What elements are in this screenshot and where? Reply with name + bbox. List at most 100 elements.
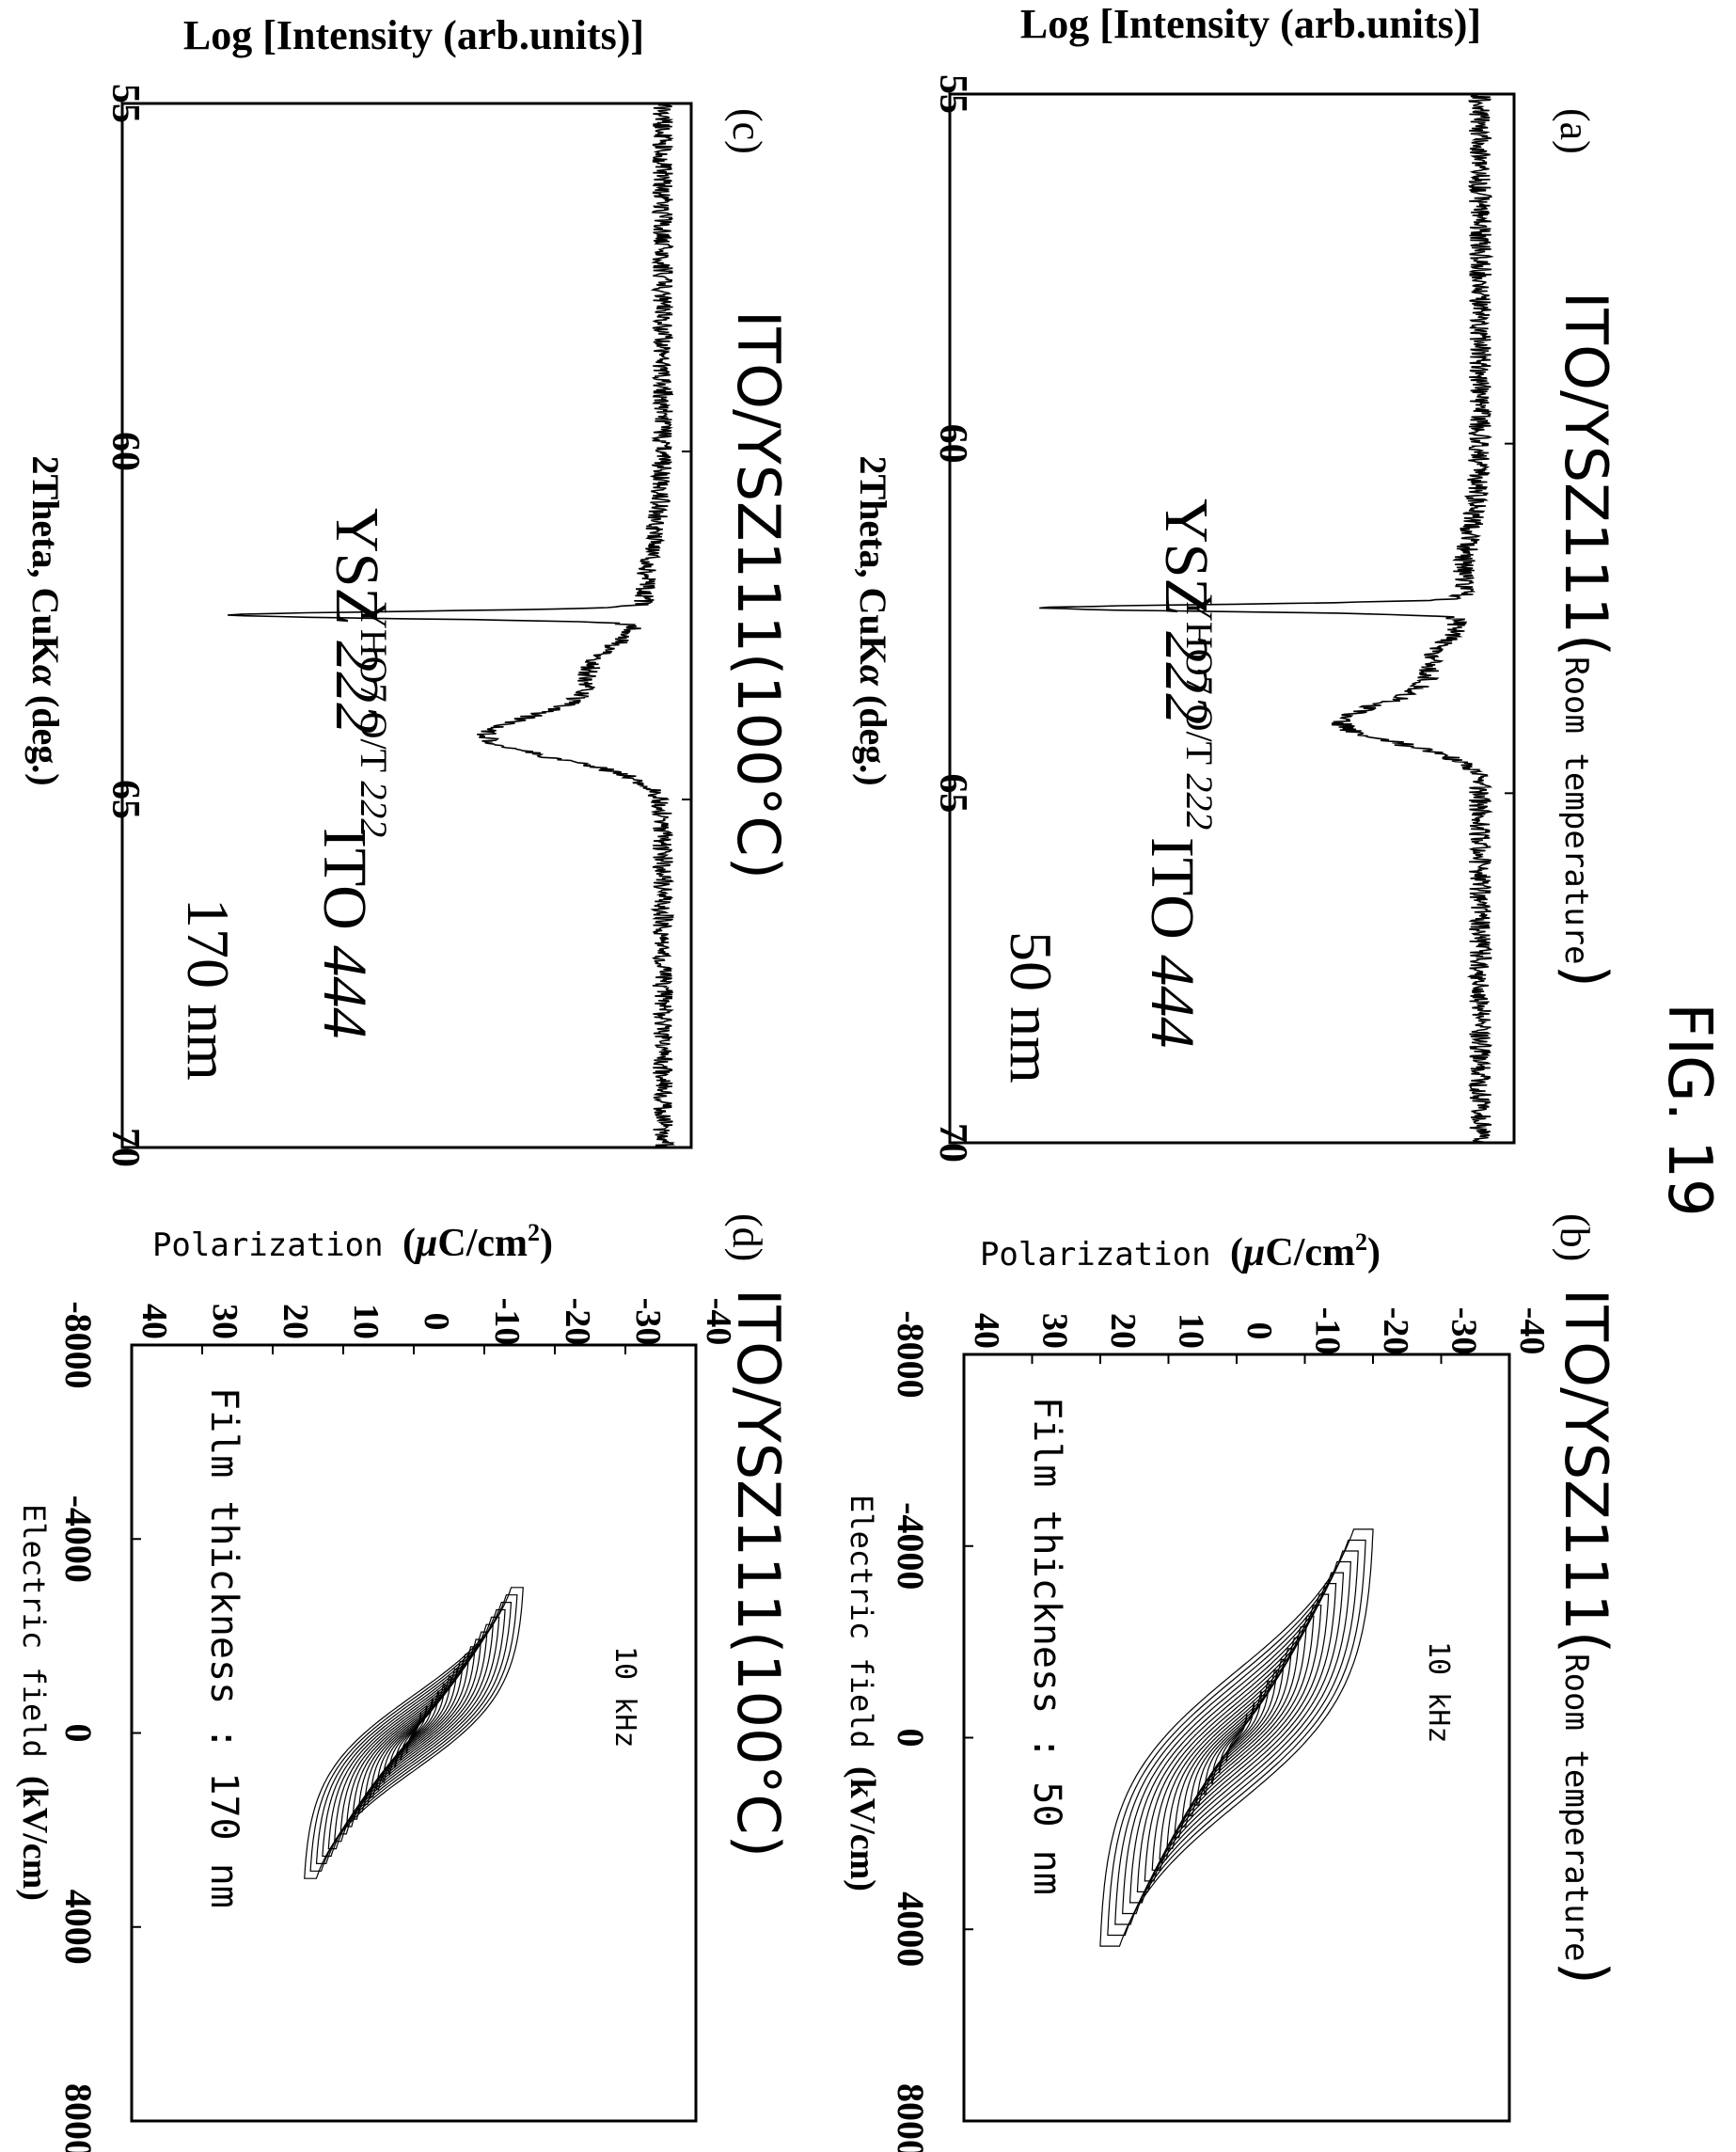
y-tick-label: 20 [1103, 1313, 1143, 1349]
x-tick-label: 8000 [890, 2083, 932, 2152]
panel-b: (b) ITO/YSZ111(Room temperature) Polariz… [843, 1213, 1620, 2152]
panel-a-ito-annotation: ITO 444 [1138, 837, 1207, 1048]
y-tick-label: 0 [1239, 1322, 1279, 1340]
x-tick-label: -8000 [57, 1301, 100, 1388]
y-tick-label: 0 [417, 1313, 456, 1331]
y-tick-label: -40 [699, 1298, 738, 1346]
hysteresis-loop [322, 1608, 506, 1858]
y-tick-label: 10 [1172, 1313, 1211, 1349]
panel-a-plot-area [948, 92, 1516, 1145]
panel-b-title-condition: Room temperature [1557, 1654, 1595, 1962]
y-tick-label: -20 [558, 1298, 597, 1346]
panel-d-label: (d) [724, 1213, 770, 1261]
panel-b-frequency-label: 10 kHz [1422, 1641, 1455, 1743]
panel-a-label: (a) [1552, 108, 1598, 154]
hysteresis-loop [1151, 1605, 1322, 1871]
panel-a-yho-annotation: YHO7 O/T 222 [1178, 594, 1221, 830]
panel-c-xrd-curve [228, 103, 675, 1148]
panel-b-hysteresis-loops [1099, 1528, 1374, 1947]
panel-a: (a) ITO/YSZ111(Room temperature) Log [In… [852, 1, 1620, 1163]
y-tick-label: 20 [276, 1304, 315, 1339]
y-tick-label: 30 [205, 1304, 245, 1339]
panel-a-thickness-label: 50 nm [998, 931, 1065, 1084]
hysteresis-loop [1159, 1615, 1315, 1860]
hysteresis-loop [1128, 1572, 1345, 1904]
y-tick-label: -10 [1308, 1307, 1348, 1355]
panel-c-ysz-annotation: YSZ 222 [323, 508, 391, 734]
panel-d-title-main: ITO/YSZ111 [724, 1289, 793, 1631]
hysteresis-loop [1099, 1528, 1374, 1947]
panel-a-x-ticks: 55 60 65 70 [931, 74, 1514, 1163]
panel-d: (d) ITO/YSZ111(100°C) Polarization (μC/c… [15, 1213, 793, 2152]
panel-b-title: ITO/YSZ111(Room temperature) [1552, 1289, 1620, 1985]
panel-d-film-thickness-label: Film thickness : 170 nm [202, 1387, 245, 1908]
panel-d-xlabel: Electric field (kV/cm) [15, 1504, 55, 1901]
hysteresis-loop [309, 1594, 518, 1872]
panel-a-xrd-curve [1039, 93, 1494, 1144]
x-tick-label: 55 [103, 84, 147, 123]
panel-c-x-ticks: 55 60 65 70 [103, 84, 691, 1167]
x-tick-label: 70 [931, 1123, 974, 1163]
figure-label: FIG. 19 [1654, 1003, 1724, 1216]
panel-d-y-ticks: -40 -30 -20 -10 0 10 20 30 40 [131, 1298, 738, 1354]
x-tick-label: 70 [103, 1128, 147, 1167]
x-tick-label: 0 [890, 1729, 932, 1748]
x-tick-label: 60 [931, 424, 974, 464]
panel-c-ito-annotation: ITO 444 [310, 828, 379, 1038]
x-tick-label: -4000 [57, 1495, 100, 1583]
y-tick-label: -30 [1444, 1307, 1484, 1355]
y-tick-label: -10 [487, 1298, 527, 1346]
panel-b-film-thickness-label: Film thickness : 50 nm [1025, 1397, 1068, 1895]
hysteresis-loop [1203, 1680, 1270, 1796]
hysteresis-loop [1114, 1550, 1359, 1925]
x-tick-label: 4000 [890, 1891, 932, 1967]
panel-d-frequency-label: 10 kHz [608, 1646, 641, 1748]
hysteresis-loop [352, 1646, 476, 1820]
x-tick-label: 0 [57, 1724, 100, 1743]
panel-b-label: (b) [1552, 1213, 1598, 1261]
panel-c-xlabel: 2Theta, CuKα (deg.) [24, 455, 67, 785]
x-tick-label: -4000 [890, 1502, 932, 1590]
panel-a-title: ITO/YSZ111(Room temperature) [1552, 292, 1620, 988]
panel-b-title-main: ITO/YSZ111 [1552, 1289, 1620, 1631]
hysteresis-loop [1195, 1669, 1278, 1806]
panel-a-xlabel: 2Theta, CuKα (deg.) [852, 455, 894, 785]
y-tick-label: 40 [134, 1304, 174, 1339]
panel-d-x-ticks: -8000 -4000 0 4000 8000 [57, 1301, 141, 2152]
panel-a-title-condition: Room temperature [1557, 657, 1595, 965]
hysteresis-loop [1107, 1539, 1366, 1937]
hysteresis-loop [370, 1669, 458, 1797]
x-tick-label: 4000 [57, 1890, 100, 1965]
hysteresis-loop [1122, 1560, 1351, 1915]
y-tick-label: 30 [1035, 1313, 1075, 1349]
panel-a-ylabel: Log [Intensity (arb.units)] [1020, 1, 1481, 47]
panel-c-thickness-label: 170 nm [175, 898, 242, 1081]
hysteresis-loop [315, 1602, 513, 1864]
panel-d-title-condition: 100°C [724, 1654, 793, 1835]
y-tick-label: 40 [967, 1313, 1006, 1349]
hysteresis-loop [1136, 1583, 1337, 1892]
panel-b-y-ticks: -40 -30 -20 -10 0 10 20 30 40 [963, 1307, 1552, 1364]
panel-c-yho-annotation: YHO7 O/T 222 [353, 602, 395, 837]
panel-d-title: ITO/YSZ111(100°C) [724, 1289, 793, 1858]
panel-c-title-main: ITO/YSZ111 [724, 310, 793, 653]
y-tick-label: -30 [628, 1298, 668, 1346]
x-tick-label: -8000 [890, 1310, 932, 1398]
x-tick-label: 60 [103, 432, 147, 471]
y-tick-label: 10 [346, 1304, 386, 1339]
panel-c-label: (c) [724, 108, 770, 154]
panel-a-title-main: ITO/YSZ111 [1552, 292, 1620, 634]
x-tick-label: 8000 [57, 2083, 100, 2152]
hysteresis-loop [1144, 1593, 1330, 1882]
panel-c: (c) ITO/YSZ111(100°C) Log [Intensity (ar… [24, 12, 793, 1167]
hysteresis-loop [327, 1616, 500, 1850]
panel-c-plot-area [120, 102, 693, 1149]
hysteresis-loop [1210, 1691, 1263, 1784]
x-tick-label: 65 [931, 773, 974, 813]
panel-b-xlabel: Electric field (kV/cm) [843, 1495, 882, 1891]
panel-d-hysteresis-loops [304, 1587, 524, 1879]
hysteresis-loop [304, 1587, 524, 1879]
x-tick-label: 55 [931, 74, 974, 114]
panel-c-title-condition: 100°C [724, 675, 793, 857]
